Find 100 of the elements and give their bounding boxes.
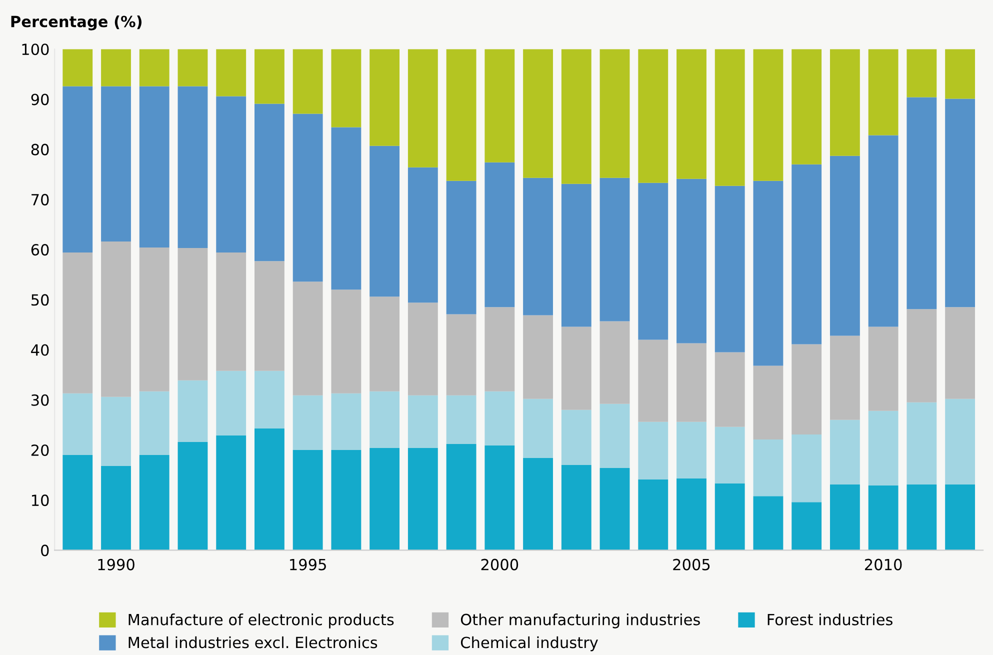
bar bbox=[408, 49, 438, 168]
bar bbox=[446, 180, 476, 314]
y-tick-label: 60 bbox=[31, 244, 49, 256]
y-tick-label: 70 bbox=[32, 194, 49, 206]
x-tick-label: 2000 bbox=[481, 558, 518, 570]
bar bbox=[830, 336, 860, 420]
bar bbox=[216, 252, 246, 371]
bar bbox=[101, 242, 131, 397]
bar bbox=[292, 114, 323, 282]
y-tick-label: 20 bbox=[31, 444, 49, 456]
bar bbox=[676, 178, 706, 344]
bar bbox=[792, 502, 822, 550]
bar bbox=[523, 458, 553, 550]
bar bbox=[139, 391, 170, 455]
bar bbox=[561, 49, 592, 184]
bar bbox=[714, 352, 745, 427]
bar bbox=[331, 290, 362, 394]
bar bbox=[484, 162, 515, 308]
bar bbox=[945, 307, 976, 399]
bar bbox=[523, 178, 553, 316]
bar bbox=[906, 309, 937, 402]
bar bbox=[101, 49, 131, 86]
bar bbox=[216, 435, 246, 550]
bar bbox=[446, 444, 476, 550]
bar bbox=[292, 282, 323, 396]
bar bbox=[906, 49, 937, 98]
legend-label: Forest industries bbox=[768, 614, 892, 626]
bar bbox=[792, 344, 822, 434]
bar bbox=[830, 420, 860, 485]
bar bbox=[216, 96, 246, 253]
bar bbox=[868, 49, 898, 136]
y-tick-label: 40 bbox=[31, 344, 49, 356]
bar bbox=[945, 98, 976, 308]
bar bbox=[331, 393, 362, 450]
bar bbox=[792, 434, 822, 502]
bar bbox=[370, 448, 400, 550]
bar bbox=[484, 307, 515, 392]
bar bbox=[101, 396, 131, 466]
bar bbox=[178, 49, 208, 86]
bar bbox=[714, 186, 745, 352]
bar bbox=[254, 104, 284, 262]
bar bbox=[676, 422, 706, 479]
bar bbox=[139, 454, 170, 550]
bar bbox=[906, 484, 937, 550]
bar bbox=[945, 398, 976, 485]
bar bbox=[101, 466, 131, 550]
x-tick-label: 1995 bbox=[290, 558, 326, 570]
bar bbox=[868, 486, 898, 550]
bar bbox=[370, 49, 400, 146]
bar bbox=[638, 340, 668, 422]
bar bbox=[216, 370, 246, 436]
bar bbox=[753, 496, 784, 550]
bar bbox=[101, 86, 131, 242]
y-tick-label: 30 bbox=[31, 394, 49, 406]
bar bbox=[408, 395, 438, 448]
bar bbox=[370, 146, 400, 297]
bar bbox=[292, 450, 323, 550]
bar bbox=[139, 49, 170, 86]
bar bbox=[408, 302, 438, 396]
y-tick-label: 80 bbox=[31, 144, 49, 156]
bar bbox=[523, 49, 553, 178]
bar bbox=[600, 321, 630, 404]
y-tick-label: 0 bbox=[41, 544, 49, 556]
bar bbox=[792, 164, 822, 344]
bar bbox=[139, 248, 170, 392]
bar bbox=[408, 448, 438, 550]
bar bbox=[714, 484, 745, 550]
y-tick-label: 90 bbox=[31, 94, 49, 106]
bar bbox=[331, 127, 362, 290]
bar bbox=[62, 393, 93, 455]
bar bbox=[753, 180, 784, 366]
bar bbox=[676, 49, 706, 179]
y-tick-label: 50 bbox=[31, 294, 49, 306]
bar bbox=[600, 178, 630, 322]
x-tick-label: 1990 bbox=[98, 558, 134, 570]
bar bbox=[600, 404, 630, 468]
bar bbox=[830, 49, 860, 156]
bar bbox=[868, 326, 898, 411]
bar bbox=[561, 465, 592, 550]
bar bbox=[638, 182, 668, 340]
bar bbox=[600, 49, 630, 178]
legend-label: Metal industries excl. Electronics bbox=[128, 636, 378, 648]
legend-label: Manufacture of electronic products bbox=[128, 614, 394, 628]
bar bbox=[292, 395, 323, 450]
bar bbox=[446, 314, 476, 396]
bar bbox=[753, 366, 784, 440]
bar bbox=[62, 252, 93, 394]
x-tick-label: 2010 bbox=[864, 558, 902, 570]
bar bbox=[484, 445, 515, 550]
bar bbox=[178, 380, 208, 442]
bar bbox=[714, 49, 745, 186]
bar bbox=[370, 296, 400, 392]
bar bbox=[638, 480, 668, 550]
bar bbox=[906, 97, 937, 310]
bar bbox=[561, 326, 592, 410]
bar bbox=[446, 49, 476, 181]
bar bbox=[331, 49, 362, 128]
bar bbox=[408, 167, 438, 303]
y-tick-label: 100 bbox=[22, 44, 49, 56]
bar bbox=[254, 370, 284, 428]
